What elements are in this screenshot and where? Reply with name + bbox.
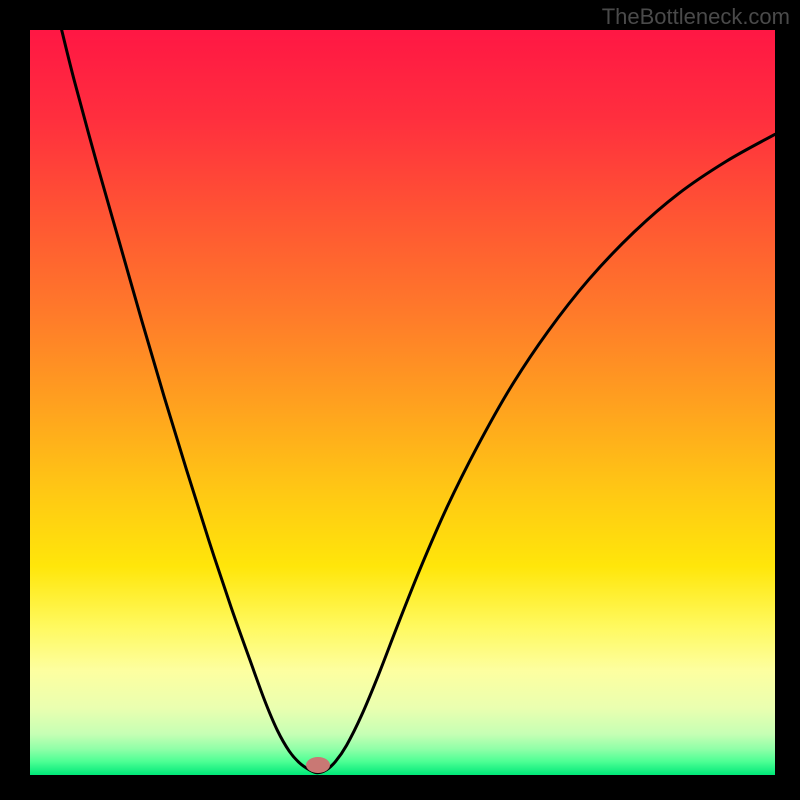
optimal-point-marker — [306, 757, 330, 773]
chart-container: TheBottleneck.com — [0, 0, 800, 800]
watermark-text: TheBottleneck.com — [602, 4, 790, 30]
plot-area — [30, 30, 775, 775]
